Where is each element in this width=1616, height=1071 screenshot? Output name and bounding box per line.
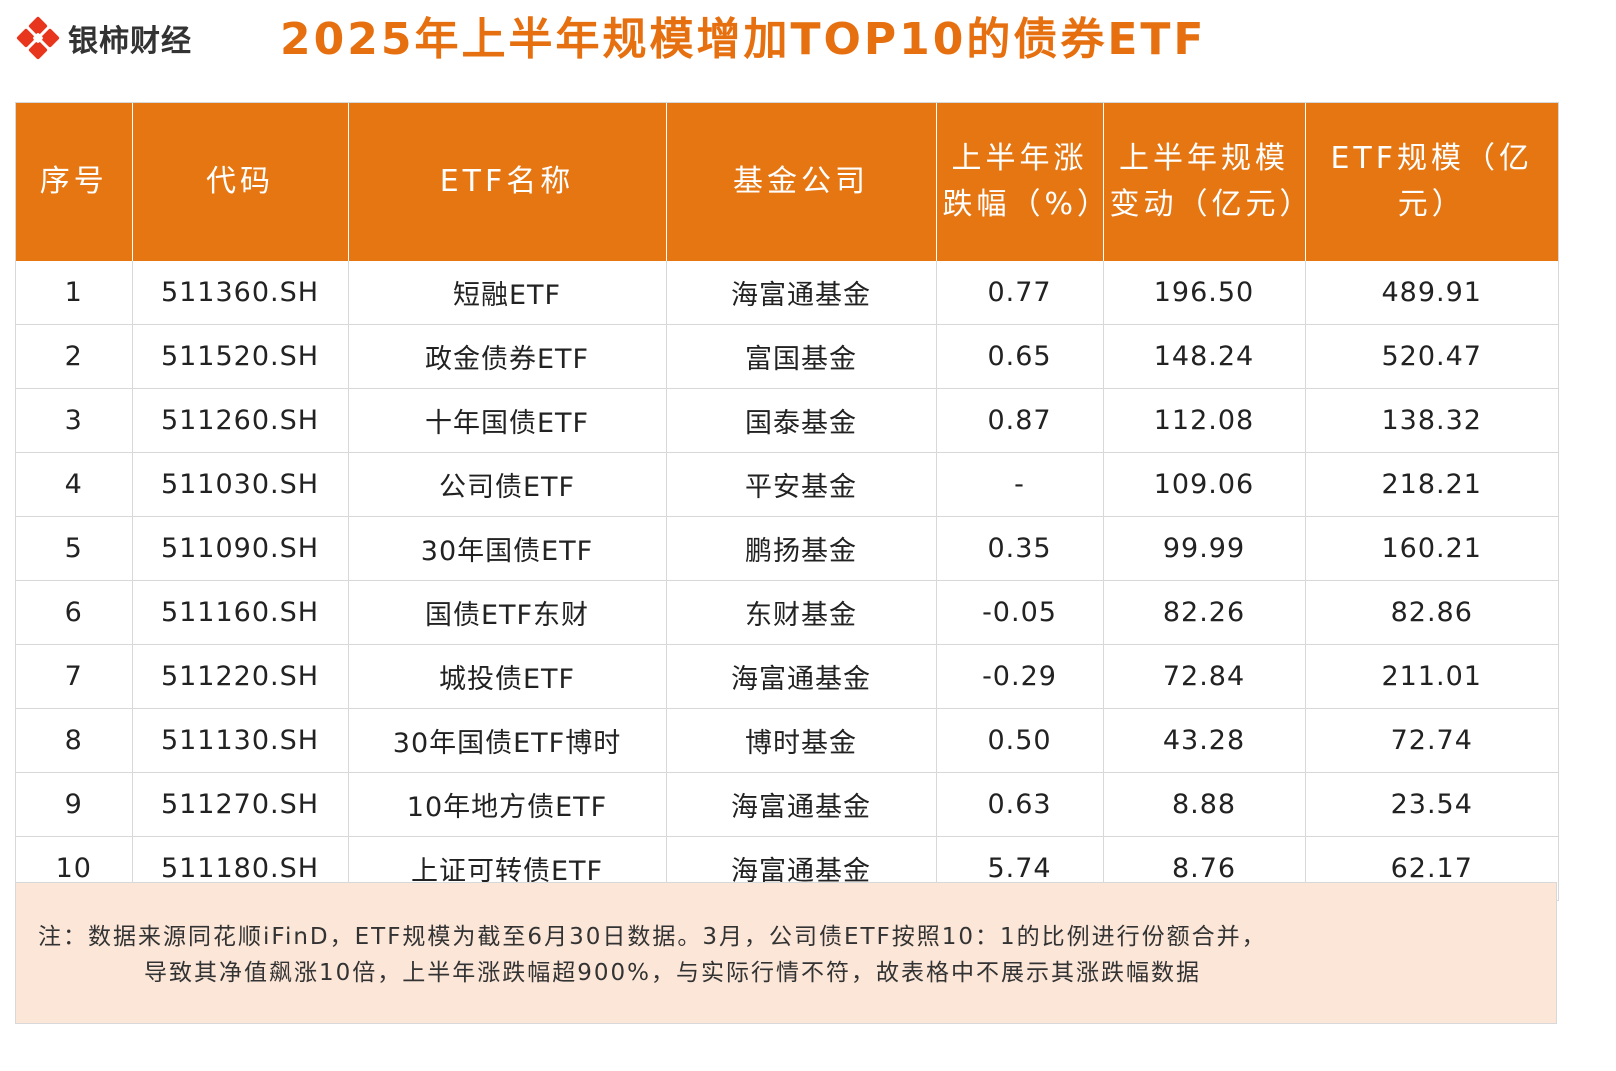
cell-index: 6	[16, 580, 133, 645]
cell-etf-size: 218.21	[1305, 452, 1558, 517]
cell-etf-name: 政金债券ETF	[348, 324, 667, 389]
column-header-h1-change: 上半年涨跌幅（%）	[936, 103, 1107, 261]
cell-etf-size: 62.17	[1390, 853, 1473, 884]
cell-h1-size-change: 112.08	[1103, 388, 1306, 453]
column-header-code: 代码	[132, 103, 349, 261]
cell-code: 511360.SH	[132, 261, 349, 325]
cell-h1-change: 0.87	[936, 388, 1104, 453]
cell-etf-size: 160.21	[1305, 516, 1558, 581]
cell-h1-change: 0.65	[936, 324, 1104, 389]
cell-fund-company: 富国基金	[666, 324, 937, 389]
footnote: 注：数据来源同花顺iFinD，ETF规模为截至6月30日数据。3月，公司债ETF…	[15, 882, 1557, 1024]
cell-code: 511030.SH	[132, 452, 349, 517]
cell-index: 5	[16, 516, 133, 581]
cell-etf-name: 短融ETF	[348, 261, 667, 325]
table-row: 3 511260.SH 十年国债ETF 国泰基金 0.87 112.08 138.32	[16, 388, 1558, 453]
cell-fund-company: 博时基金	[666, 708, 937, 773]
column-header-etf-size: ETF规模（亿元）	[1305, 103, 1558, 261]
cell-etf-name: 国债ETF东财	[348, 580, 667, 645]
cell-index: 2	[16, 324, 133, 389]
header: 银柿财经 2025年上半年规模增加TOP10的债券ETF	[0, 0, 1616, 90]
table-row: 5 511090.SH 30年国债ETF 鹏扬基金 0.35 99.99 160.21	[16, 516, 1558, 581]
cell-index: 9	[16, 772, 133, 837]
table-header-row: 序号 代码 ETF名称 基金公司 上半年涨跌幅（%） 上半年规模变动（亿元） ETF规模（亿…	[16, 103, 1558, 261]
cell-etf-size: 138.32	[1305, 388, 1558, 453]
cell-etf-size: 23.54	[1305, 772, 1558, 837]
cell-code: 511220.SH	[132, 644, 349, 709]
cell-code: 511520.SH	[132, 324, 349, 389]
etf-table: 序号 代码 ETF名称 基金公司 上半年涨跌幅（%） 上半年规模变动（亿元） ETF规模（亿…	[15, 102, 1559, 901]
cell-etf-name: 10年地方债ETF	[348, 772, 667, 837]
column-header-index: 序号	[16, 103, 133, 261]
cell-h1-size-change: 43.28	[1103, 708, 1306, 773]
cell-code: 511090.SH	[132, 516, 349, 581]
cell-h1-change: -0.05	[936, 580, 1104, 645]
table-row: 9 511270.SH 10年地方债ETF 海富通基金 0.63 8.88 23.54	[16, 772, 1558, 837]
cell-index: 8	[16, 708, 133, 773]
cell-index: 7	[16, 644, 133, 709]
table-body: 1 511360.SH 短融ETF 海富通基金 0.77 196.50 489.91 2 511…	[16, 261, 1558, 900]
cell-h1-change: 0.77	[936, 261, 1104, 325]
cell-code: 511160.SH	[132, 580, 349, 645]
cell-fund-company: 海富通基金	[666, 772, 937, 837]
cell-etf-size: 211.01	[1305, 644, 1558, 709]
cell-etf-name: 十年国债ETF	[348, 388, 667, 453]
cell-code: 511130.SH	[132, 708, 349, 773]
cell-h1-size-change: 148.24	[1103, 324, 1306, 389]
cell-code: 511260.SH	[132, 388, 349, 453]
cell-etf-size: 520.47	[1305, 324, 1558, 389]
logo-text: 银柿财经	[68, 24, 192, 59]
column-header-etf-name: ETF名称	[348, 103, 667, 261]
cell-fund-company: 国泰基金	[666, 388, 937, 453]
logo-diamond-icon	[16, 16, 60, 60]
cell-index: 1	[16, 261, 133, 325]
cell-etf-size: 72.74	[1305, 708, 1558, 773]
table-row: 7 511220.SH 城投债ETF 海富通基金 -0.29 72.84 211.01	[16, 644, 1558, 709]
cell-h1-size-change: 72.84	[1103, 644, 1306, 709]
cell-etf-name: 30年国债ETF	[348, 516, 667, 581]
cell-fund-company: 鹏扬基金	[666, 516, 937, 581]
cell-h1-change: -0.29	[936, 644, 1104, 709]
cell-index: 3	[16, 388, 133, 453]
cell-fund-company: 海富通基金	[666, 644, 937, 709]
cell-fund-company: 海富通基金	[666, 261, 937, 325]
footnote-line-1: 注：数据来源同花顺iFinD，ETF规模为截至6月30日数据。3月，公司债ETF…	[38, 924, 1267, 950]
cell-h1-size-change: 109.06	[1103, 452, 1306, 517]
column-header-h1-size-change: 上半年规模变动（亿元）	[1103, 103, 1310, 261]
table-row: 2 511520.SH 政金债券ETF 富国基金 0.65 148.24 520.47	[16, 324, 1558, 389]
cell-h1-size-change: 196.50	[1103, 261, 1306, 325]
cell-h1-change: -	[936, 452, 1104, 517]
cell-h1-change: 0.63	[936, 772, 1104, 837]
cell-fund-company: 东财基金	[666, 580, 937, 645]
cell-etf-name: 30年国债ETF博时	[348, 708, 667, 773]
table-row: 8 511130.SH 30年国债ETF博时 博时基金 0.50 43.28 72.74	[16, 708, 1558, 773]
cell-h1-size-change: 8.88	[1103, 772, 1306, 837]
cell-etf-size: 489.91	[1305, 261, 1558, 325]
table-row: 1 511360.SH 短融ETF 海富通基金 0.77 196.50 489.91	[16, 261, 1558, 325]
cell-h1-size-change: 82.26	[1103, 580, 1306, 645]
logo: 银柿财经	[16, 16, 192, 60]
cell-index: 4	[16, 452, 133, 517]
cell-code: 511270.SH	[132, 772, 349, 837]
cell-etf-name: 公司债ETF	[348, 452, 667, 517]
cell-h1-change: 0.50	[936, 708, 1104, 773]
table-row: 6 511160.SH 国债ETF东财 东财基金 -0.05 82.26 82.86	[16, 580, 1558, 645]
cell-h1-size-change: 99.99	[1103, 516, 1306, 581]
column-header-fund-company: 基金公司	[666, 103, 937, 261]
cell-etf-size: 82.86	[1305, 580, 1558, 645]
footnote-line-2: 导致其净值飙涨10倍，上半年涨跌幅超900%，与实际行情不符，故表格中不展示其涨…	[144, 960, 1202, 986]
cell-fund-company: 平安基金	[666, 452, 937, 517]
cell-h1-change: 0.35	[936, 516, 1104, 581]
page-title: 2025年上半年规模增加TOP10的债券ETF	[280, 14, 1207, 65]
cell-etf-name: 城投债ETF	[348, 644, 667, 709]
table-row: 4 511030.SH 公司债ETF 平安基金 -109.06 218.21	[16, 452, 1558, 517]
